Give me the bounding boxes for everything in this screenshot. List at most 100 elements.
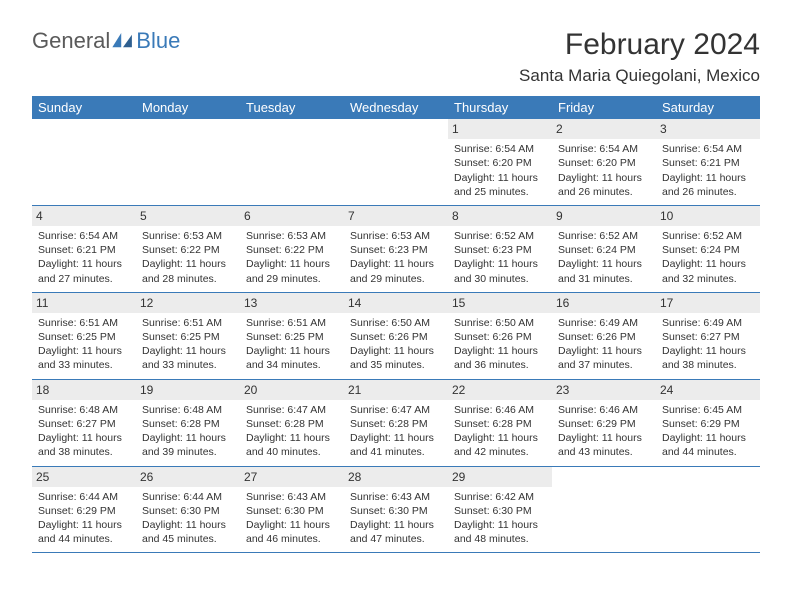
day-details: Sunrise: 6:54 AMSunset: 6:21 PMDaylight:… [36,229,132,286]
day-number: 27 [240,467,344,487]
calendar-day-cell: 19 Sunrise: 6:48 AMSunset: 6:28 PMDayligh… [136,379,240,466]
day-details: Sunrise: 6:43 AMSunset: 6:30 PMDaylight:… [244,490,340,547]
day-details: Sunrise: 6:46 AMSunset: 6:28 PMDaylight:… [452,403,548,460]
day-details: Sunrise: 6:51 AMSunset: 6:25 PMDaylight:… [140,316,236,373]
day-number: 26 [136,467,240,487]
day-number: 28 [344,467,448,487]
calendar-day-cell: 28 Sunrise: 6:43 AMSunset: 6:30 PMDayligh… [344,466,448,553]
brand-sail-icon [112,33,134,49]
day-number: 1 [448,119,552,139]
weekday-header: Sunday [32,96,136,119]
calendar-day-cell: 4 Sunrise: 6:54 AMSunset: 6:21 PMDaylight… [32,205,136,292]
day-number: 22 [448,380,552,400]
calendar-head: SundayMondayTuesdayWednesdayThursdayFrid… [32,96,760,119]
day-details: Sunrise: 6:47 AMSunset: 6:28 PMDaylight:… [348,403,444,460]
day-details: Sunrise: 6:54 AMSunset: 6:20 PMDaylight:… [452,142,548,199]
calendar-day-cell: 17 Sunrise: 6:49 AMSunset: 6:27 PMDayligh… [656,292,760,379]
day-details: Sunrise: 6:46 AMSunset: 6:29 PMDaylight:… [556,403,652,460]
day-details: Sunrise: 6:54 AMSunset: 6:20 PMDaylight:… [556,142,652,199]
day-details: Sunrise: 6:44 AMSunset: 6:30 PMDaylight:… [140,490,236,547]
calendar-day-cell: 0 [552,466,656,553]
day-details: Sunrise: 6:52 AMSunset: 6:24 PMDaylight:… [660,229,756,286]
weekday-row: SundayMondayTuesdayWednesdayThursdayFrid… [32,96,760,119]
day-details: Sunrise: 6:53 AMSunset: 6:22 PMDaylight:… [244,229,340,286]
day-number: 2 [552,119,656,139]
day-details: Sunrise: 6:53 AMSunset: 6:22 PMDaylight:… [140,229,236,286]
day-details: Sunrise: 6:45 AMSunset: 6:29 PMDaylight:… [660,403,756,460]
day-number: 12 [136,293,240,313]
day-number: 19 [136,380,240,400]
day-number: 29 [448,467,552,487]
calendar-week-row: 25Sunrise: 6:44 AMSunset: 6:29 PMDayligh… [32,466,760,553]
day-number: 6 [240,206,344,226]
day-number: 25 [32,467,136,487]
day-details: Sunrise: 6:50 AMSunset: 6:26 PMDaylight:… [348,316,444,373]
calendar-week-row: 18 Sunrise: 6:48 AMSunset: 6:27 PMDayligh… [32,379,760,466]
day-details: Sunrise: 6:50 AMSunset: 6:26 PMDaylight:… [452,316,548,373]
day-number: 13 [240,293,344,313]
day-number: 23 [552,380,656,400]
calendar-day-cell: 25Sunrise: 6:44 AMSunset: 6:29 PMDayligh… [32,466,136,553]
day-details: Sunrise: 6:48 AMSunset: 6:28 PMDaylight:… [140,403,236,460]
day-number: 5 [136,206,240,226]
weekday-header: Monday [136,96,240,119]
calendar-week-row: 4 Sunrise: 6:54 AMSunset: 6:21 PMDaylight… [32,205,760,292]
day-number: 21 [344,380,448,400]
day-details: Sunrise: 6:52 AMSunset: 6:24 PMDaylight:… [556,229,652,286]
calendar-day-cell: 15 Sunrise: 6:50 AMSunset: 6:26 PMDayligh… [448,292,552,379]
day-number: 7 [344,206,448,226]
location: Santa Maria Quiegolani, Mexico [519,66,760,86]
day-details: Sunrise: 6:42 AMSunset: 6:30 PMDaylight:… [452,490,548,547]
title-block: February 2024 Santa Maria Quiegolani, Me… [519,28,760,86]
calendar-day-cell: 1 Sunrise: 6:54 AMSunset: 6:20 PMDaylight… [448,119,552,205]
calendar-day-cell: 14 Sunrise: 6:50 AMSunset: 6:26 PMDayligh… [344,292,448,379]
day-details: Sunrise: 6:43 AMSunset: 6:30 PMDaylight:… [348,490,444,547]
calendar-day-cell: 3Sunrise: 6:54 AMSunset: 6:21 PMDaylight… [656,119,760,205]
calendar-day-cell: 0 [32,119,136,205]
calendar-day-cell: 24 Sunrise: 6:45 AMSunset: 6:29 PMDayligh… [656,379,760,466]
calendar-day-cell: 6 Sunrise: 6:53 AMSunset: 6:22 PMDaylight… [240,205,344,292]
calendar-day-cell: 18 Sunrise: 6:48 AMSunset: 6:27 PMDayligh… [32,379,136,466]
calendar-day-cell: 27 Sunrise: 6:43 AMSunset: 6:30 PMDayligh… [240,466,344,553]
day-number: 11 [32,293,136,313]
day-number: 15 [448,293,552,313]
day-details: Sunrise: 6:47 AMSunset: 6:28 PMDaylight:… [244,403,340,460]
day-details: Sunrise: 6:52 AMSunset: 6:23 PMDaylight:… [452,229,548,286]
day-details: Sunrise: 6:51 AMSunset: 6:25 PMDaylight:… [244,316,340,373]
calendar-body: 00001Sunrise: 6:54 AMSunset: 6:20 PMDayl… [32,119,760,553]
calendar-day-cell: 16 Sunrise: 6:49 AMSunset: 6:26 PMDayligh… [552,292,656,379]
day-details: Sunrise: 6:51 AMSunset: 6:25 PMDaylight:… [36,316,132,373]
day-number: 24 [656,380,760,400]
brand-logo: General Blue [32,28,180,54]
day-details: Sunrise: 6:48 AMSunset: 6:27 PMDaylight:… [36,403,132,460]
calendar-day-cell: 26 Sunrise: 6:44 AMSunset: 6:30 PMDayligh… [136,466,240,553]
day-number: 4 [32,206,136,226]
calendar-day-cell: 29 Sunrise: 6:42 AMSunset: 6:30 PMDayligh… [448,466,552,553]
day-number: 9 [552,206,656,226]
calendar-day-cell: 20Sunrise: 6:47 AMSunset: 6:28 PMDayligh… [240,379,344,466]
calendar-day-cell: 8 Sunrise: 6:52 AMSunset: 6:23 PMDaylight… [448,205,552,292]
day-number: 16 [552,293,656,313]
calendar-day-cell: 7 Sunrise: 6:53 AMSunset: 6:23 PMDaylight… [344,205,448,292]
calendar-day-cell: 0 [240,119,344,205]
calendar-day-cell: 2 Sunrise: 6:54 AMSunset: 6:20 PMDaylight… [552,119,656,205]
page-title: February 2024 [519,28,760,62]
day-details: Sunrise: 6:49 AMSunset: 6:26 PMDaylight:… [556,316,652,373]
weekday-header: Tuesday [240,96,344,119]
calendar-day-cell: 11 Sunrise: 6:51 AMSunset: 6:25 PMDayligh… [32,292,136,379]
header: General Blue February 2024 Santa Maria Q… [32,28,760,86]
day-number: 18 [32,380,136,400]
day-details: Sunrise: 6:49 AMSunset: 6:27 PMDaylight:… [660,316,756,373]
day-number: 17 [656,293,760,313]
day-number: 14 [344,293,448,313]
calendar-day-cell: 21 Sunrise: 6:47 AMSunset: 6:28 PMDayligh… [344,379,448,466]
calendar-day-cell: 0 [136,119,240,205]
brand-part1: General [32,28,110,54]
calendar-day-cell: 12 Sunrise: 6:51 AMSunset: 6:25 PMDayligh… [136,292,240,379]
day-details: Sunrise: 6:54 AMSunset: 6:21 PMDaylight:… [660,142,756,199]
calendar-day-cell: 0 [656,466,760,553]
day-details: Sunrise: 6:53 AMSunset: 6:23 PMDaylight:… [348,229,444,286]
day-number: 8 [448,206,552,226]
day-number: 10 [656,206,760,226]
calendar-day-cell: 22 Sunrise: 6:46 AMSunset: 6:28 PMDayligh… [448,379,552,466]
